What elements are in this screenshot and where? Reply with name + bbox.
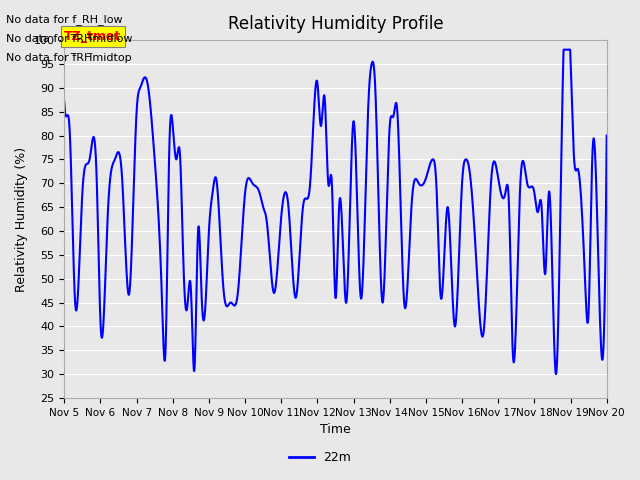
Y-axis label: Relativity Humidity (%): Relativity Humidity (%) [15,146,28,291]
Text: No data for f̅RH̅midtop: No data for f̅RH̅midtop [6,53,132,63]
Title: Relativity Humidity Profile: Relativity Humidity Profile [228,15,444,33]
Text: No data for f̅RH̅midlow: No data for f̅RH̅midlow [6,34,133,44]
Legend: 22m: 22m [284,446,356,469]
Text: No data for f_RH_low: No data for f_RH_low [6,14,123,25]
X-axis label: Time: Time [320,423,351,436]
Text: TZ_tmet: TZ_tmet [64,30,122,43]
